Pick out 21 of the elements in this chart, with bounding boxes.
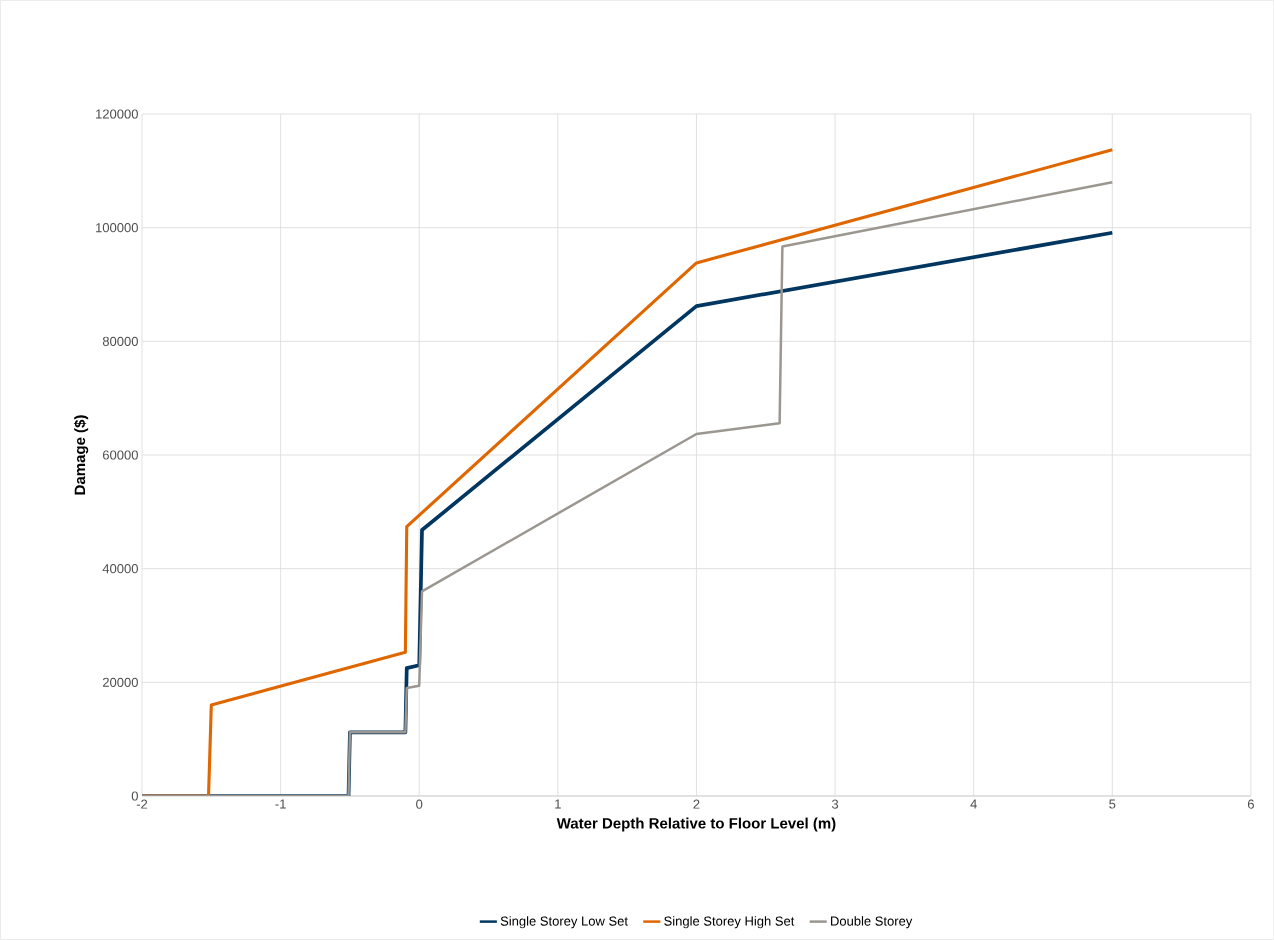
x-tick-label: 0 <box>416 799 423 809</box>
y-tick-label: 20000 <box>102 677 138 687</box>
x-tick-label: 5 <box>1109 799 1116 809</box>
y-tick-label: 80000 <box>102 336 138 346</box>
x-tick-label: 4 <box>970 799 977 809</box>
legend-label: Single Storey Low Set <box>500 916 628 929</box>
y-axis-title: Damage ($) <box>73 415 89 495</box>
x-tick-label: -2 <box>136 799 148 809</box>
x-tick-label: 2 <box>693 799 700 809</box>
x-tick-label: 1 <box>555 799 561 809</box>
x-tick-label: 6 <box>1247 799 1254 809</box>
x-tick-label: -1 <box>275 799 286 809</box>
y-tick-label: 60000 <box>102 450 138 460</box>
y-tick-label: 40000 <box>102 564 138 574</box>
y-tick-label: 100000 <box>96 223 138 233</box>
y-tick-label: 120000 <box>96 109 138 119</box>
y-tick-label: 0 <box>131 791 138 801</box>
x-tick-label: 3 <box>831 799 839 809</box>
x-axis-title: Water Depth Relative to Floor Level (m) <box>556 817 836 832</box>
legend-label: Double Storey <box>831 916 913 929</box>
legend-label: Single Storey High Set <box>664 916 795 929</box>
